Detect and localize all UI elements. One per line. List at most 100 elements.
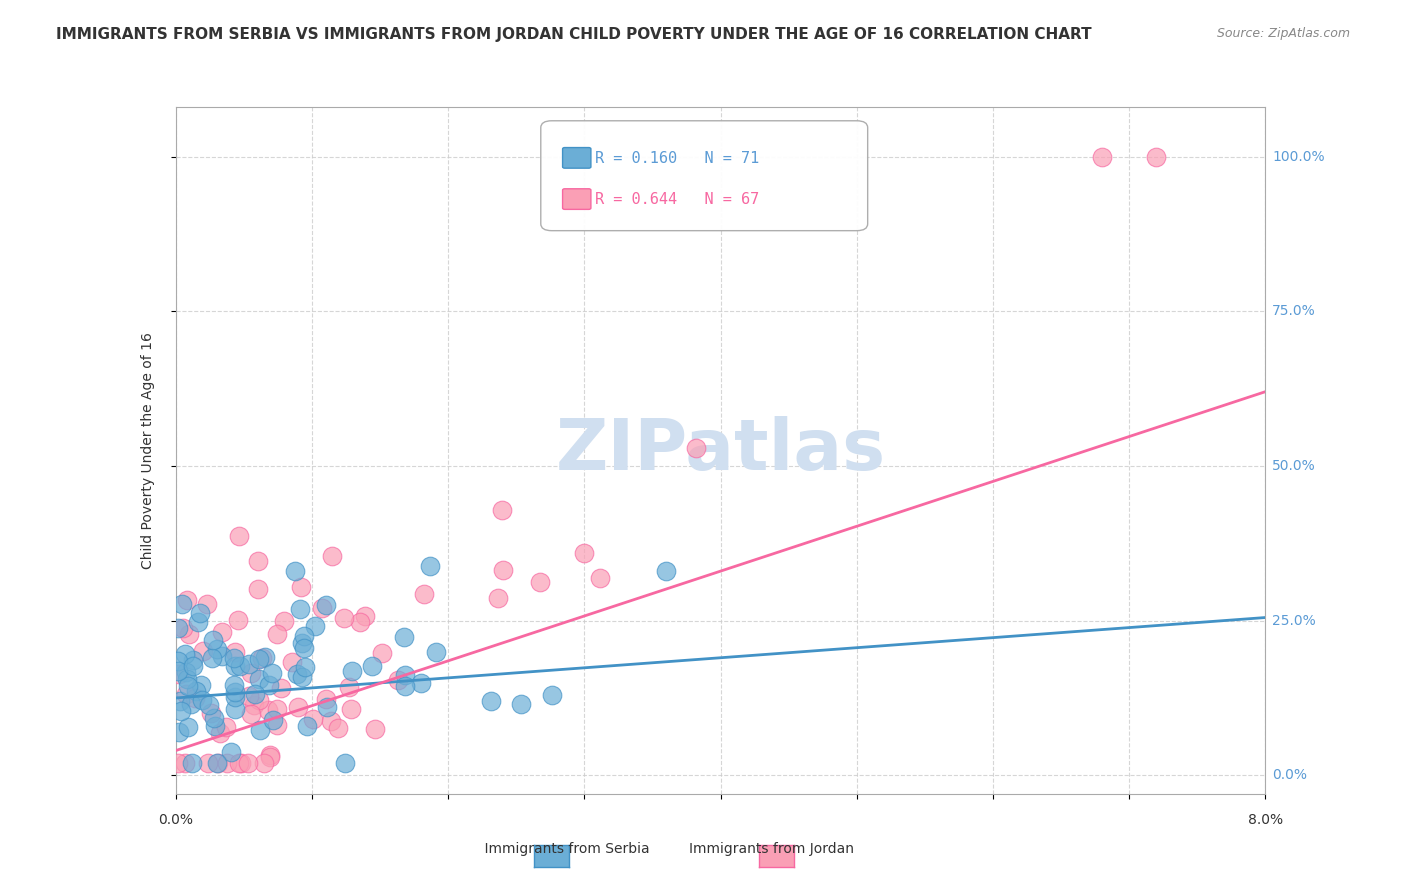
Immigrants from Serbia — [655, 564, 678, 578]
Immigrants from Serbia — [425, 645, 447, 659]
Text: 100.0%: 100.0% — [1272, 150, 1324, 163]
Immigrants from Serbia — [283, 564, 305, 578]
Immigrants from Jordan — [287, 700, 309, 714]
Immigrants from Serbia — [294, 659, 316, 673]
Immigrants from Serbia — [253, 650, 276, 665]
Immigrants from Jordan — [174, 687, 197, 701]
Immigrants from Serbia — [288, 602, 311, 616]
Immigrants from Jordan — [167, 666, 190, 681]
Immigrants from Jordan — [266, 717, 288, 731]
Immigrants from Jordan — [239, 666, 262, 681]
Immigrants from Jordan — [270, 681, 292, 695]
Immigrants from Serbia — [222, 678, 245, 692]
Immigrants from Serbia — [187, 615, 209, 629]
Text: Immigrants from Serbia         Immigrants from Jordan: Immigrants from Serbia Immigrants from J… — [467, 842, 855, 856]
Immigrants from Serbia — [392, 630, 415, 644]
Immigrants from Serbia — [167, 654, 190, 668]
Immigrants from Serbia — [304, 619, 326, 633]
Immigrants from Jordan — [246, 553, 269, 567]
Immigrants from Serbia — [176, 679, 198, 693]
Immigrants from Jordan — [326, 722, 349, 736]
Immigrants from Serbia — [285, 667, 308, 681]
Immigrants from Jordan — [238, 756, 260, 770]
Immigrants from Serbia — [201, 632, 224, 647]
Immigrants from Serbia — [291, 636, 314, 650]
Immigrants from Serbia — [181, 653, 204, 667]
Immigrants from Jordan — [256, 703, 278, 717]
Immigrants from Jordan — [243, 698, 266, 712]
Immigrants from Jordan — [224, 644, 246, 658]
Immigrants from Serbia — [249, 723, 271, 737]
Immigrants from Jordan — [191, 644, 214, 658]
Immigrants from Serbia — [170, 597, 193, 611]
Text: Source: ZipAtlas.com: Source: ZipAtlas.com — [1216, 27, 1350, 40]
Immigrants from Jordan — [176, 593, 198, 607]
Text: ZIPatlas: ZIPatlas — [555, 416, 886, 485]
Text: 0.0%: 0.0% — [1272, 768, 1308, 782]
Immigrants from Serbia — [419, 558, 441, 573]
Text: 25.0%: 25.0% — [1272, 614, 1316, 628]
Immigrants from Serbia — [169, 694, 191, 708]
Immigrants from Serbia — [224, 690, 246, 704]
Immigrants from Jordan — [195, 597, 218, 611]
Immigrants from Jordan — [184, 690, 207, 705]
Immigrants from Serbia — [335, 756, 357, 770]
Immigrants from Jordan — [685, 441, 707, 455]
Immigrants from Serbia — [315, 700, 337, 714]
Immigrants from Jordan — [250, 651, 273, 665]
Immigrants from Jordan — [529, 574, 551, 589]
Text: 8.0%: 8.0% — [1249, 814, 1282, 828]
Immigrants from Serbia — [247, 651, 270, 665]
Immigrants from Jordan — [371, 646, 394, 660]
Immigrants from Jordan — [311, 600, 333, 615]
Immigrants from Jordan — [174, 756, 197, 770]
Immigrants from Jordan — [215, 720, 238, 734]
Immigrants from Serbia — [243, 687, 266, 701]
Immigrants from Jordan — [301, 712, 323, 726]
Immigrants from Serbia — [176, 665, 198, 679]
Immigrants from Jordan — [280, 655, 302, 669]
Immigrants from Serbia — [224, 685, 246, 699]
Immigrants from Jordan — [1144, 149, 1167, 163]
Immigrants from Jordan — [340, 702, 363, 716]
Immigrants from Jordan — [177, 627, 200, 641]
Immigrants from Jordan — [229, 756, 252, 770]
Text: R = 0.644   N = 67: R = 0.644 N = 67 — [595, 193, 759, 207]
Text: 50.0%: 50.0% — [1272, 458, 1316, 473]
Text: R = 0.160   N = 71: R = 0.160 N = 71 — [595, 151, 759, 166]
Immigrants from Serbia — [394, 668, 416, 682]
Immigrants from Serbia — [219, 745, 242, 759]
Immigrants from Serbia — [181, 756, 204, 770]
Immigrants from Jordan — [266, 702, 288, 716]
Immigrants from Jordan — [491, 503, 513, 517]
Immigrants from Jordan — [197, 756, 219, 770]
Immigrants from Serbia — [394, 679, 416, 693]
Immigrants from Serbia — [205, 642, 228, 657]
Y-axis label: Child Poverty Under the Age of 16: Child Poverty Under the Age of 16 — [141, 332, 155, 569]
Immigrants from Jordan — [167, 756, 190, 770]
Immigrants from Jordan — [217, 756, 239, 770]
Immigrants from Jordan — [319, 714, 342, 728]
Immigrants from Serbia — [540, 688, 562, 702]
Immigrants from Jordan — [228, 756, 250, 770]
Immigrants from Jordan — [387, 673, 409, 687]
Immigrants from Jordan — [172, 621, 194, 635]
Immigrants from Jordan — [249, 693, 271, 707]
Immigrants from Serbia — [190, 693, 212, 707]
Immigrants from Serbia — [291, 670, 314, 684]
Immigrants from Jordan — [259, 748, 281, 763]
Immigrants from Jordan — [238, 689, 260, 703]
Immigrants from Jordan — [208, 726, 231, 740]
Immigrants from Jordan — [1091, 149, 1114, 163]
Immigrants from Serbia — [174, 647, 197, 661]
Immigrants from Jordan — [266, 626, 288, 640]
Immigrants from Serbia — [409, 675, 432, 690]
Immigrants from Jordan — [337, 681, 360, 695]
Immigrants from Serbia — [204, 719, 226, 733]
Immigrants from Jordan — [353, 608, 375, 623]
Immigrants from Serbia — [167, 725, 190, 739]
Immigrants from Jordan — [315, 692, 337, 706]
Immigrants from Serbia — [257, 678, 280, 692]
Text: IMMIGRANTS FROM SERBIA VS IMMIGRANTS FROM JORDAN CHILD POVERTY UNDER THE AGE OF : IMMIGRANTS FROM SERBIA VS IMMIGRANTS FRO… — [56, 27, 1092, 42]
Text: 0.0%: 0.0% — [159, 814, 193, 828]
